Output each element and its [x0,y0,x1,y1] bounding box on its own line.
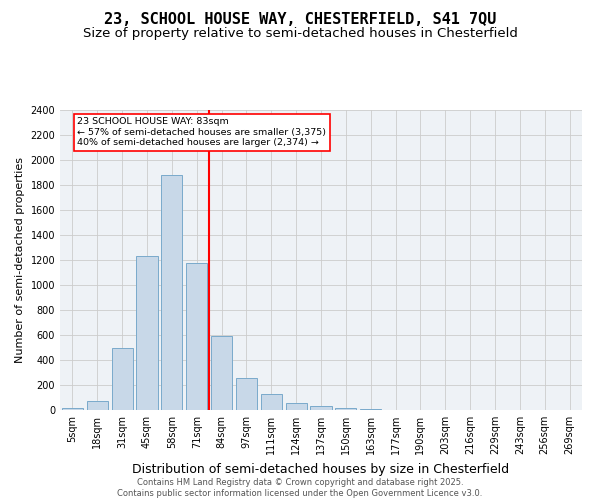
Bar [136,256,158,410]
Bar [87,400,108,410]
Bar [286,403,307,410]
Text: Contains HM Land Registry data © Crown copyright and database right 2025.
Contai: Contains HM Land Registry data © Crown c… [118,478,482,498]
Bar [261,394,282,410]
Bar [211,336,232,410]
Text: Size of property relative to semi-detached houses in Chesterfield: Size of property relative to semi-detach… [83,28,517,40]
Y-axis label: Number of semi-detached properties: Number of semi-detached properties [15,157,25,363]
Bar [310,406,332,410]
Text: 23 SCHOOL HOUSE WAY: 83sqm
← 57% of semi-detached houses are smaller (3,375)
40%: 23 SCHOOL HOUSE WAY: 83sqm ← 57% of semi… [77,118,326,148]
Text: 23, SCHOOL HOUSE WAY, CHESTERFIELD, S41 7QU: 23, SCHOOL HOUSE WAY, CHESTERFIELD, S41 … [104,12,496,28]
Bar [112,348,133,410]
X-axis label: Distribution of semi-detached houses by size in Chesterfield: Distribution of semi-detached houses by … [133,462,509,475]
Bar [360,409,381,410]
Bar [186,263,207,410]
Bar [335,408,356,410]
Bar [161,175,182,410]
Bar [62,408,83,410]
Bar [236,378,257,410]
